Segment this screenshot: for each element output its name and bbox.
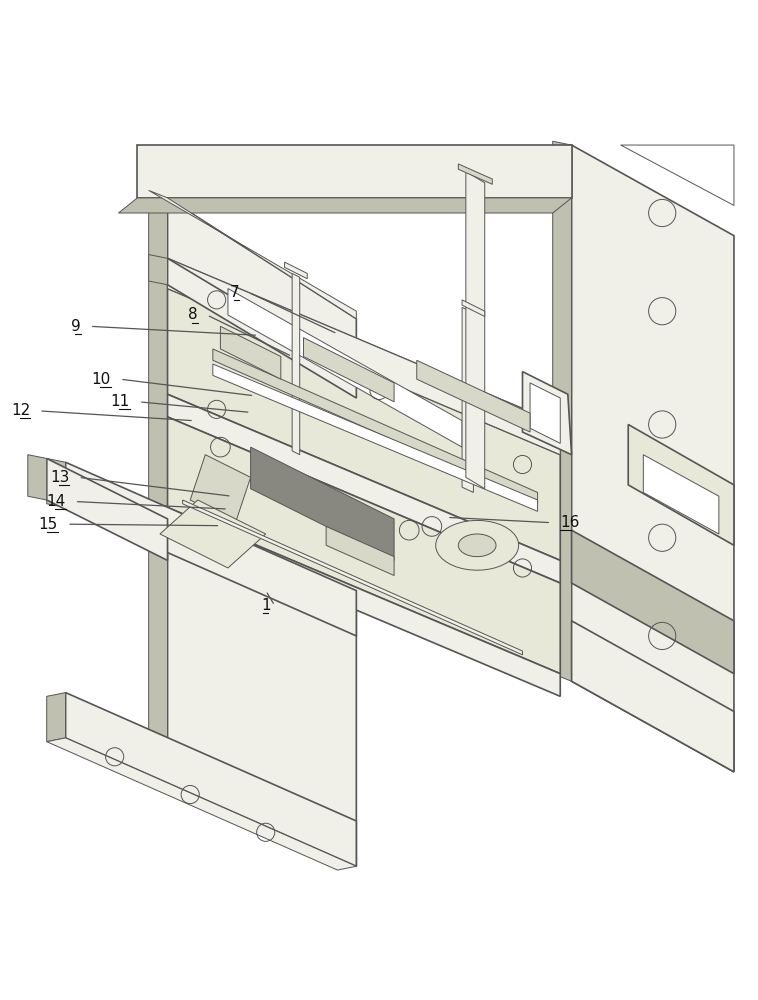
Polygon shape xyxy=(190,455,251,523)
Polygon shape xyxy=(168,394,560,583)
Polygon shape xyxy=(251,447,394,560)
Polygon shape xyxy=(459,164,492,184)
Polygon shape xyxy=(66,462,356,636)
Text: 1: 1 xyxy=(261,598,271,613)
Polygon shape xyxy=(183,500,522,655)
Polygon shape xyxy=(168,258,356,398)
Polygon shape xyxy=(213,364,537,511)
Polygon shape xyxy=(149,190,168,745)
Polygon shape xyxy=(47,458,168,560)
Text: 9: 9 xyxy=(71,319,80,334)
Polygon shape xyxy=(303,338,394,402)
Text: 11: 11 xyxy=(111,394,130,409)
Polygon shape xyxy=(572,530,734,674)
Text: 15: 15 xyxy=(39,517,58,532)
Polygon shape xyxy=(168,198,356,866)
Polygon shape xyxy=(326,526,394,576)
Text: 16: 16 xyxy=(560,515,580,530)
Polygon shape xyxy=(462,300,484,316)
Polygon shape xyxy=(137,145,572,198)
Text: 8: 8 xyxy=(188,307,198,322)
Polygon shape xyxy=(168,417,560,674)
Polygon shape xyxy=(292,273,299,455)
Text: 10: 10 xyxy=(92,372,111,387)
Polygon shape xyxy=(459,534,496,557)
Polygon shape xyxy=(553,141,572,681)
Polygon shape xyxy=(149,255,168,285)
Polygon shape xyxy=(621,145,734,205)
Polygon shape xyxy=(118,198,572,213)
Polygon shape xyxy=(530,383,560,443)
Polygon shape xyxy=(417,360,530,432)
Polygon shape xyxy=(28,455,47,500)
Polygon shape xyxy=(284,262,307,279)
Polygon shape xyxy=(572,621,734,772)
Text: 12: 12 xyxy=(11,403,30,418)
Polygon shape xyxy=(47,458,66,508)
Polygon shape xyxy=(221,326,280,379)
Polygon shape xyxy=(436,520,518,570)
Polygon shape xyxy=(213,349,537,504)
Polygon shape xyxy=(149,190,356,319)
Polygon shape xyxy=(644,455,719,534)
Polygon shape xyxy=(228,289,462,447)
Text: 13: 13 xyxy=(50,470,70,485)
Polygon shape xyxy=(522,372,572,455)
Polygon shape xyxy=(168,258,560,455)
Text: 14: 14 xyxy=(46,494,66,509)
Polygon shape xyxy=(168,289,560,560)
Text: 7: 7 xyxy=(230,285,240,300)
Polygon shape xyxy=(462,307,474,492)
Polygon shape xyxy=(466,171,484,489)
Polygon shape xyxy=(572,145,734,772)
Polygon shape xyxy=(168,508,560,696)
Polygon shape xyxy=(160,500,266,568)
Polygon shape xyxy=(628,424,734,545)
Polygon shape xyxy=(168,258,560,455)
Polygon shape xyxy=(47,738,356,870)
Polygon shape xyxy=(47,693,66,742)
Polygon shape xyxy=(66,693,356,866)
